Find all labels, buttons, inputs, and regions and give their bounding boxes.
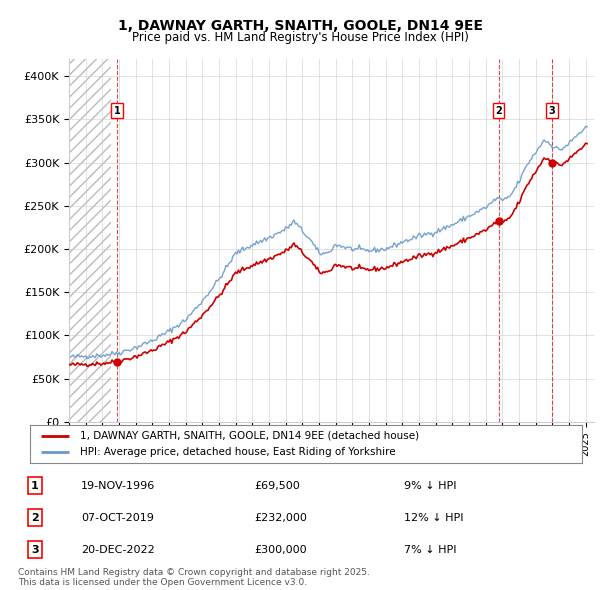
Text: 9% ↓ HPI: 9% ↓ HPI (404, 481, 456, 490)
Text: £232,000: £232,000 (254, 513, 307, 523)
Text: Contains HM Land Registry data © Crown copyright and database right 2025.
This d: Contains HM Land Registry data © Crown c… (18, 568, 370, 587)
Text: £300,000: £300,000 (254, 545, 307, 555)
Text: Price paid vs. HM Land Registry's House Price Index (HPI): Price paid vs. HM Land Registry's House … (131, 31, 469, 44)
Text: 1: 1 (113, 106, 121, 116)
Text: 3: 3 (548, 106, 555, 116)
Text: 2: 2 (31, 513, 39, 523)
Text: 20-DEC-2022: 20-DEC-2022 (81, 545, 155, 555)
Text: 19-NOV-1996: 19-NOV-1996 (81, 481, 155, 490)
Text: 3: 3 (31, 545, 39, 555)
Text: £69,500: £69,500 (254, 481, 299, 490)
Text: 12% ↓ HPI: 12% ↓ HPI (404, 513, 463, 523)
Text: HPI: Average price, detached house, East Riding of Yorkshire: HPI: Average price, detached house, East… (80, 447, 395, 457)
Text: 2: 2 (495, 106, 502, 116)
Text: 1, DAWNAY GARTH, SNAITH, GOOLE, DN14 9EE: 1, DAWNAY GARTH, SNAITH, GOOLE, DN14 9EE (118, 19, 482, 33)
Text: 7% ↓ HPI: 7% ↓ HPI (404, 545, 456, 555)
Text: 07-OCT-2019: 07-OCT-2019 (81, 513, 154, 523)
Text: 1: 1 (31, 481, 39, 490)
Text: 1, DAWNAY GARTH, SNAITH, GOOLE, DN14 9EE (detached house): 1, DAWNAY GARTH, SNAITH, GOOLE, DN14 9EE… (80, 431, 419, 441)
